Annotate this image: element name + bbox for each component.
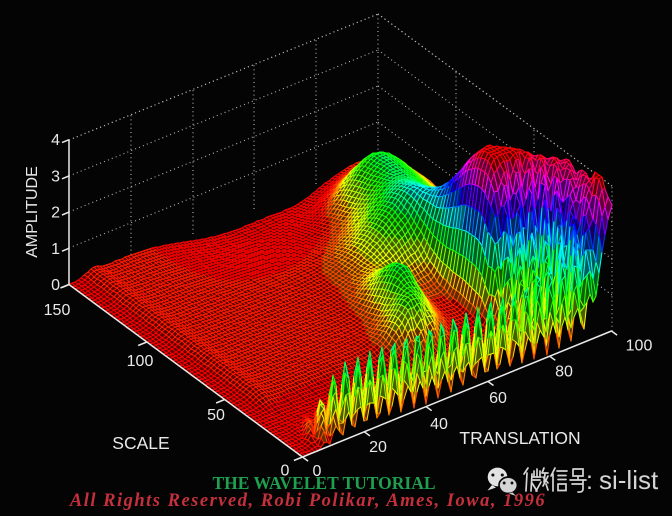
svg-text:20: 20 <box>369 439 387 456</box>
svg-text:60: 60 <box>489 390 507 407</box>
svg-text:150: 150 <box>44 302 71 319</box>
svg-text:2: 2 <box>51 205 60 222</box>
svg-text:THE WAVELET TUTORIAL: THE WAVELET TUTORIAL <box>212 473 435 493</box>
svg-text:AMPLITUDE: AMPLITUDE <box>24 166 41 258</box>
svg-text:1: 1 <box>51 241 60 258</box>
svg-text:80: 80 <box>555 364 573 381</box>
svg-text::: : <box>586 467 593 495</box>
svg-text:TRANSLATION: TRANSLATION <box>459 428 580 448</box>
svg-text:100: 100 <box>127 353 154 370</box>
svg-text:4: 4 <box>51 132 60 149</box>
svg-text:100: 100 <box>626 338 653 355</box>
svg-text:0: 0 <box>51 277 60 294</box>
svg-text:0: 0 <box>281 463 290 480</box>
svg-text:SCALE: SCALE <box>112 433 169 453</box>
svg-text:3: 3 <box>51 168 60 185</box>
svg-text:50: 50 <box>207 407 225 424</box>
svg-text:0: 0 <box>313 463 322 480</box>
svg-text:40: 40 <box>430 416 448 433</box>
svg-text:All Rights Reserved, Robi Poli: All Rights Reserved, Robi Polikar, Ames,… <box>69 491 546 511</box>
svg-text:si-list: si-list <box>599 465 659 495</box>
